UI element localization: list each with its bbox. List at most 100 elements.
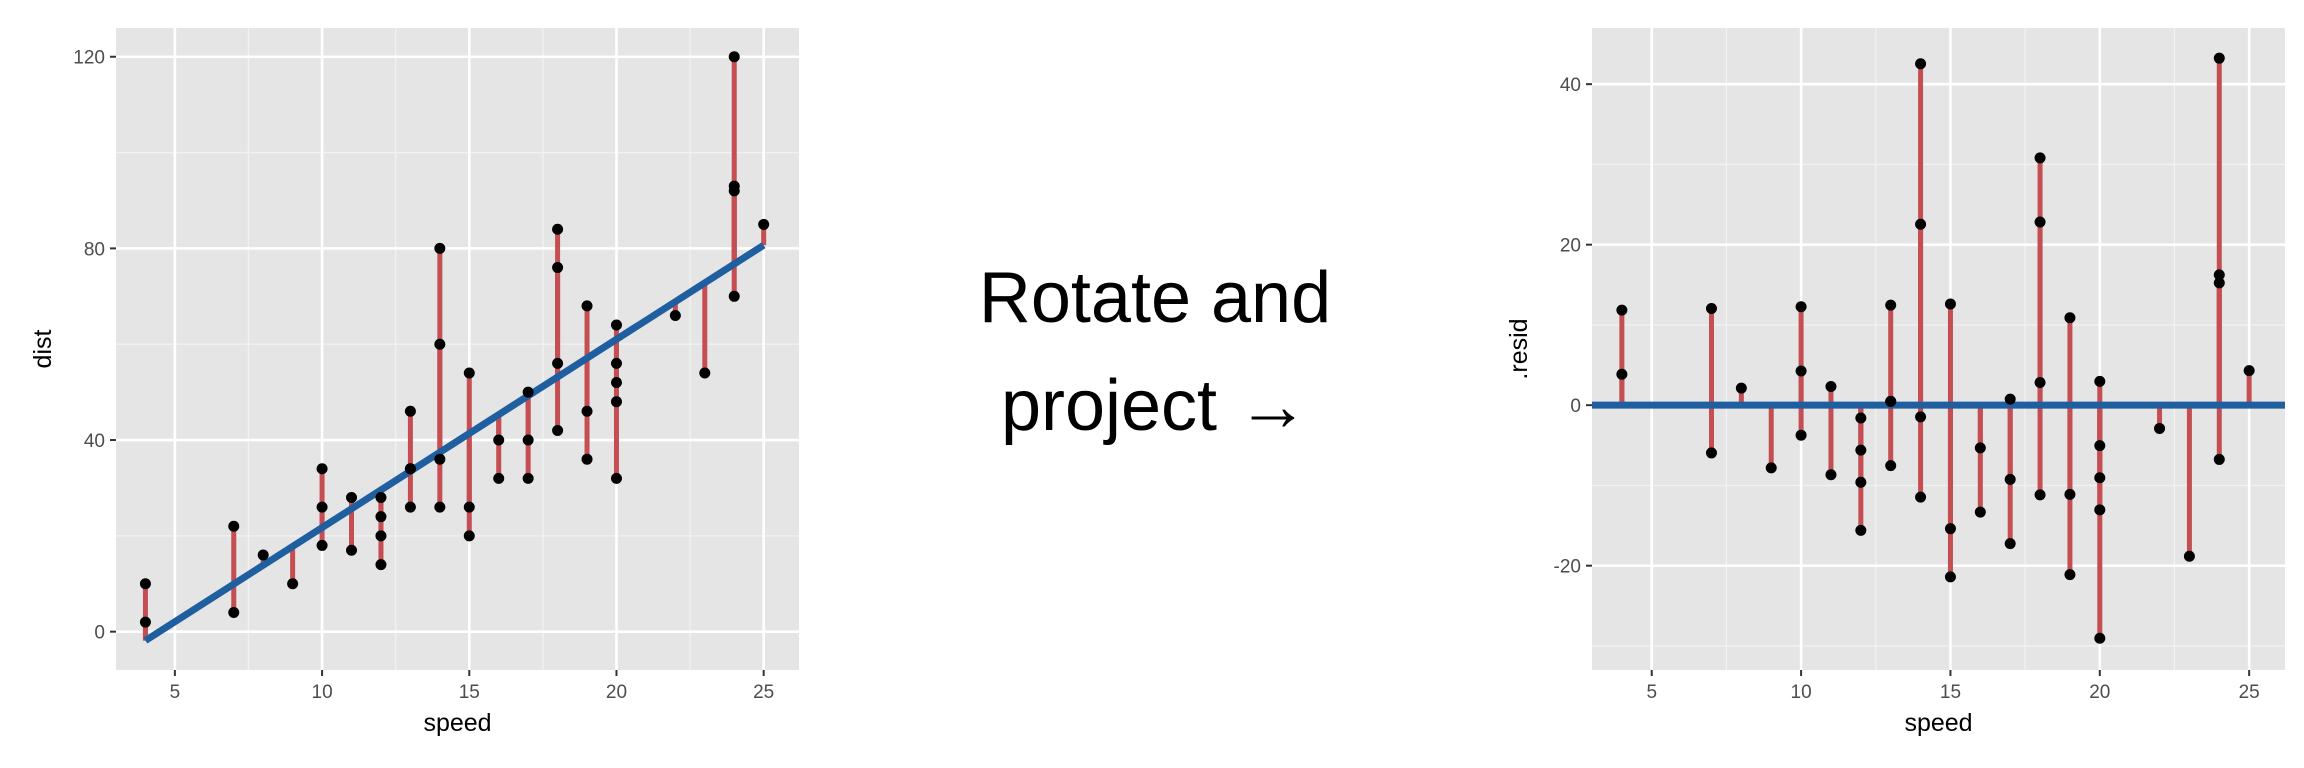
data-point — [1915, 58, 1927, 70]
data-point — [228, 520, 240, 532]
data-point — [758, 218, 770, 230]
data-point — [2154, 422, 2166, 434]
data-point — [1885, 395, 1897, 407]
y-axis-title: .resid — [1505, 318, 1533, 379]
data-point — [404, 463, 416, 475]
data-point — [2004, 473, 2016, 485]
data-point — [2213, 277, 2225, 289]
data-point — [2094, 375, 2106, 387]
data-point — [581, 453, 593, 465]
data-point — [581, 300, 593, 312]
data-point — [2034, 152, 2046, 164]
data-point — [316, 501, 328, 513]
data-point — [2243, 365, 2255, 377]
data-point — [1616, 304, 1628, 316]
data-point — [1795, 301, 1807, 313]
x-tick-label: 20 — [606, 682, 627, 703]
x-tick-label: 10 — [1791, 682, 1812, 703]
data-point — [728, 180, 740, 192]
data-point — [2064, 312, 2076, 324]
data-point — [1855, 412, 1867, 424]
data-point — [552, 262, 564, 274]
data-point — [1825, 469, 1837, 481]
data-point — [1885, 460, 1897, 472]
x-tick-label: 15 — [1940, 682, 1961, 703]
data-point — [2034, 216, 2046, 228]
data-point — [1944, 298, 1956, 310]
data-point — [1735, 382, 1747, 394]
data-point — [2094, 504, 2106, 516]
data-point — [610, 377, 622, 389]
data-point — [316, 539, 328, 551]
y-axis-title: dist — [29, 329, 57, 368]
data-point — [346, 544, 358, 556]
x-tick-label: 15 — [459, 682, 480, 703]
fitted-line-chart: 5 10 15 20 25 0 40 80 120 speed dist — [29, 28, 799, 737]
data-point — [2004, 538, 2016, 550]
data-point — [1915, 218, 1927, 230]
data-point — [2213, 52, 2225, 64]
data-point — [1705, 447, 1717, 459]
data-point — [257, 549, 269, 561]
data-point — [1855, 476, 1867, 488]
data-point — [2094, 472, 2106, 484]
data-point — [610, 357, 622, 369]
data-point — [463, 530, 475, 542]
data-point — [1705, 302, 1717, 314]
data-point — [1974, 442, 1986, 454]
data-point — [1825, 380, 1837, 392]
data-point — [2034, 377, 2046, 389]
x-tick-label: 5 — [1646, 682, 1657, 703]
y-tick-label: -20 — [1554, 557, 1581, 578]
y-tick-label: 0 — [94, 623, 105, 644]
plot-panel — [116, 28, 799, 670]
data-point — [522, 472, 534, 484]
data-point — [1974, 506, 1986, 518]
data-point — [1944, 571, 1956, 583]
y-tick-label: 0 — [1570, 396, 1581, 417]
x-tick-label: 10 — [312, 682, 333, 703]
y-tick-label: 80 — [84, 239, 105, 260]
data-point — [2183, 550, 2195, 562]
data-point — [2213, 453, 2225, 465]
data-point — [552, 357, 564, 369]
data-point — [2213, 269, 2225, 281]
x-tick-label: 25 — [753, 682, 774, 703]
y-tick-label: 40 — [84, 431, 105, 452]
x-axis-title: speed — [1904, 709, 1972, 737]
data-point — [2034, 489, 2046, 501]
data-point — [404, 501, 416, 513]
data-point — [375, 530, 387, 542]
data-point — [1944, 523, 1956, 535]
data-point — [434, 338, 446, 350]
data-point — [434, 242, 446, 254]
data-point — [1915, 491, 1927, 503]
data-point — [552, 223, 564, 235]
annotation-line-1: Rotate and — [979, 258, 1331, 338]
data-point — [1765, 462, 1777, 474]
data-point — [699, 367, 711, 379]
x-tick-label: 20 — [2089, 682, 2110, 703]
data-point — [581, 405, 593, 417]
data-point — [346, 492, 358, 504]
rotate-project-annotation: Rotate and project → — [979, 258, 1331, 446]
data-point — [2004, 393, 2016, 405]
data-point — [2094, 440, 2106, 452]
regression-line — [143, 242, 766, 644]
data-point — [375, 559, 387, 571]
annotation-line-2: project → — [1001, 366, 1309, 446]
data-point — [522, 434, 534, 446]
data-point — [2064, 569, 2076, 581]
y-tick-label: 20 — [1560, 236, 1581, 257]
x-tick-label: 25 — [2239, 682, 2260, 703]
data-point — [2094, 632, 2106, 644]
data-point — [493, 472, 505, 484]
data-point — [493, 434, 505, 446]
x-tick-label: 5 — [170, 682, 181, 703]
data-point — [2064, 488, 2076, 500]
data-point — [1616, 368, 1628, 380]
data-point — [728, 290, 740, 302]
data-point — [463, 501, 475, 513]
data-point — [287, 578, 299, 590]
data-point — [375, 492, 387, 504]
